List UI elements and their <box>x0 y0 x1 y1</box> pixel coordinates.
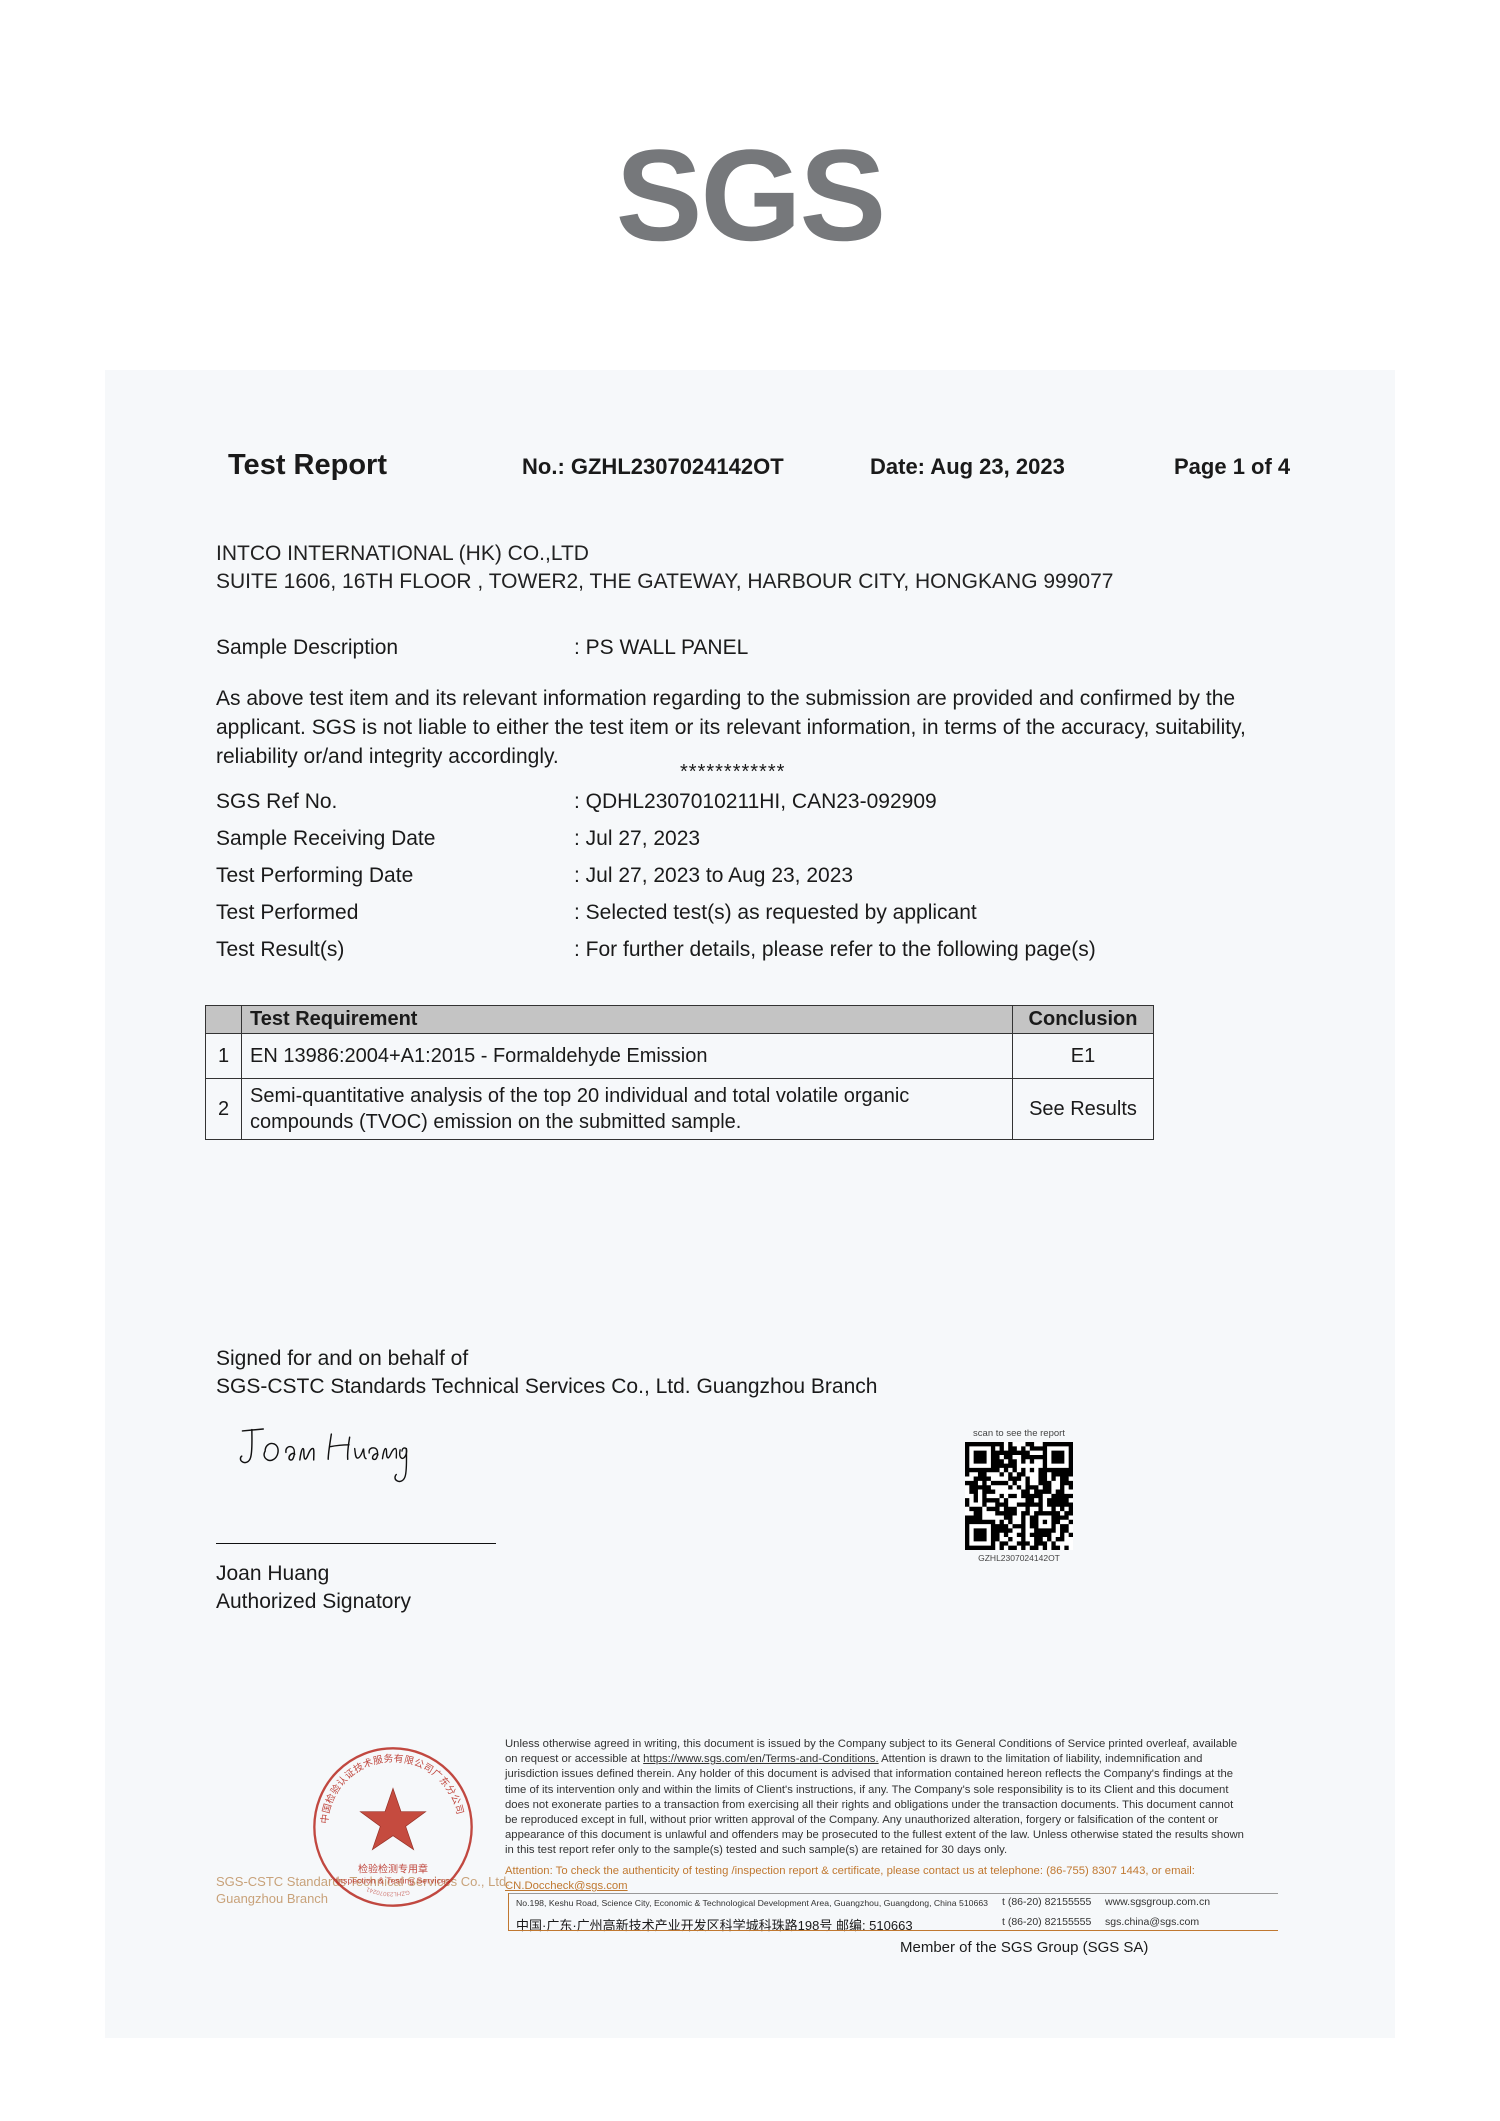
svg-text:Inspection & Testing Services: Inspection & Testing Services <box>336 1876 450 1886</box>
svg-text:检验检测专用章: 检验检测专用章 <box>358 1862 428 1875</box>
svg-text:GZHL23070241: GZHL23070241 <box>365 1885 410 1896</box>
